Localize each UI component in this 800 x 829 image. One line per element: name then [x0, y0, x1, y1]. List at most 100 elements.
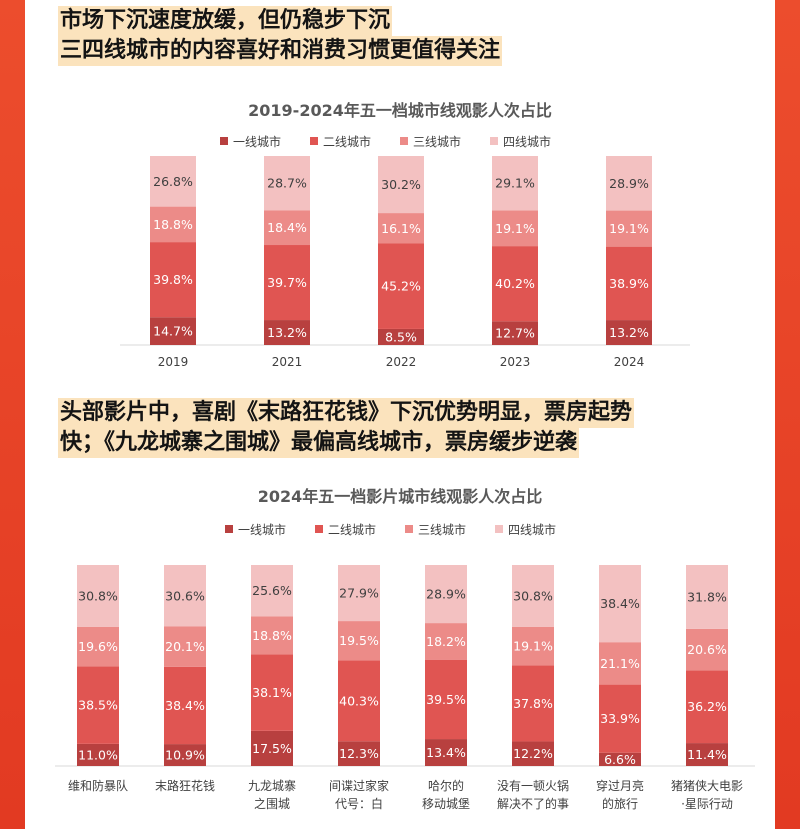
- bar-segment: [251, 654, 293, 731]
- data-label: 8.5%: [385, 329, 417, 344]
- bar-group: 11.0% 38.5% 19.6% 30.8% 10.9% 38.4% 20.1% 30.6%…: [77, 565, 728, 767]
- chart-legend: 一线城市 二线城市 三线城市 四线城市: [225, 522, 556, 537]
- bar-segment: [338, 741, 380, 766]
- data-label: 14.7%: [153, 324, 193, 339]
- data-label: 30.8%: [513, 588, 553, 603]
- category-label: 移动城堡: [422, 796, 470, 811]
- data-label: 12.7%: [495, 326, 535, 341]
- category-label: 2019: [158, 355, 189, 369]
- bar-segment: [378, 328, 424, 345]
- data-label: 38.5%: [78, 698, 118, 713]
- bar-segment: [77, 626, 119, 667]
- bar-segment: [606, 156, 652, 211]
- data-label: 38.4%: [600, 596, 640, 611]
- data-label: 21.1%: [600, 656, 640, 671]
- bar-segment: [606, 246, 652, 321]
- bar-segment: [425, 659, 467, 740]
- bar-segment: [378, 156, 424, 214]
- data-label: 10.9%: [165, 748, 205, 763]
- bar-segment: [599, 684, 641, 753]
- bar-segment: [338, 660, 380, 742]
- legend-label: 四线城市: [508, 522, 556, 537]
- bar-segment: [150, 206, 196, 243]
- legend-label: 二线城市: [328, 522, 376, 537]
- category-label: 穿过月亮: [596, 778, 644, 793]
- legend-label: 四线城市: [503, 134, 551, 149]
- bar-segment: [512, 741, 554, 766]
- chart-title: 2019-2024年五一档城市线观影人次占比: [248, 101, 552, 120]
- data-label: 28.7%: [267, 176, 307, 191]
- data-label: 38.1%: [252, 685, 292, 700]
- headline-line: 三四线城市的内容喜好和消费习惯更值得关注: [58, 36, 503, 66]
- category-label: 2024: [614, 355, 645, 369]
- data-label: 13.2%: [609, 325, 649, 340]
- bar-segment: [686, 743, 728, 766]
- bar-segment: [599, 642, 641, 685]
- bar-segment: [77, 743, 119, 766]
- legend-swatch: [490, 137, 498, 145]
- data-label: 27.9%: [339, 586, 379, 601]
- legend-swatch: [400, 137, 408, 145]
- category-labels: 2019 2021 2022 2023 2024: [158, 355, 645, 369]
- bar-segment: [164, 626, 206, 667]
- data-label: 17.5%: [252, 741, 292, 756]
- bar-segment: [599, 752, 641, 766]
- bar-segment: [512, 565, 554, 627]
- bar-group: 14.7% 39.8% 18.8% 26.8% 13.2% 39.7% 18.4% 28.7%…: [150, 156, 652, 345]
- bar-segment: [378, 243, 424, 329]
- legend-swatch: [310, 137, 318, 145]
- data-label: 16.1%: [381, 221, 421, 236]
- data-label: 31.8%: [687, 589, 727, 604]
- data-label: 13.4%: [426, 745, 466, 760]
- headline-films: 头部影片中，喜剧《末路狂花钱》下沉优势明显，票房起势 快；《九龙城寨之围城》最偏…: [58, 398, 635, 458]
- category-label: 间谍过家家: [329, 778, 389, 793]
- category-label: 哈尔的: [428, 778, 464, 793]
- bar-segment: [686, 628, 728, 671]
- data-label: 28.9%: [609, 176, 649, 191]
- category-label: 没有一顿火锅: [497, 778, 569, 793]
- bar-segment: [264, 210, 310, 246]
- bar-segment: [425, 739, 467, 766]
- chart-title: 2024年五一档影片城市线观影人次占比: [258, 487, 543, 506]
- data-label: 12.2%: [513, 746, 553, 761]
- data-label: 20.6%: [687, 642, 727, 657]
- data-label: 20.1%: [165, 639, 205, 654]
- data-label: 19.1%: [609, 221, 649, 236]
- data-label: 25.6%: [252, 583, 292, 598]
- data-label: 36.2%: [687, 699, 727, 714]
- bar-segment: [378, 213, 424, 244]
- legend-swatch: [225, 525, 233, 533]
- bar-segment: [599, 565, 641, 643]
- headline-line: 市场下沉速度放缓，但仍稳步下沉: [58, 6, 393, 36]
- category-label: 猪猪侠大电影: [671, 779, 743, 793]
- data-label: 29.1%: [495, 176, 535, 191]
- bar-segment: [150, 242, 196, 318]
- bar-segment: [492, 246, 538, 322]
- data-label: 19.1%: [495, 221, 535, 236]
- data-label: 45.2%: [381, 279, 421, 294]
- bar-segment: [425, 565, 467, 624]
- bar-segment: [492, 156, 538, 211]
- legend-label: 三线城市: [413, 134, 461, 149]
- bar-segment: [164, 565, 206, 627]
- data-label: 26.8%: [153, 174, 193, 189]
- category-label: ·星际行动: [681, 797, 733, 811]
- bar-segment: [150, 317, 196, 345]
- legend-label: 一线城市: [238, 522, 286, 537]
- data-label: 30.6%: [165, 588, 205, 603]
- data-label: 33.9%: [600, 711, 640, 726]
- category-label: 2021: [272, 355, 303, 369]
- bar-segment: [251, 565, 293, 617]
- data-label: 28.9%: [426, 587, 466, 602]
- data-label: 12.3%: [339, 746, 379, 761]
- bar-segment: [164, 666, 206, 745]
- category-label: 2022: [386, 355, 417, 369]
- bar-segment: [251, 730, 293, 766]
- category-label: 代号：白: [335, 796, 383, 811]
- legend-swatch: [315, 525, 323, 533]
- headline-market: 市场下沉速度放缓，但仍稳步下沉 三四线城市的内容喜好和消费习惯更值得关注: [58, 6, 503, 66]
- bar-segment: [512, 626, 554, 666]
- data-label: 19.1%: [513, 639, 553, 654]
